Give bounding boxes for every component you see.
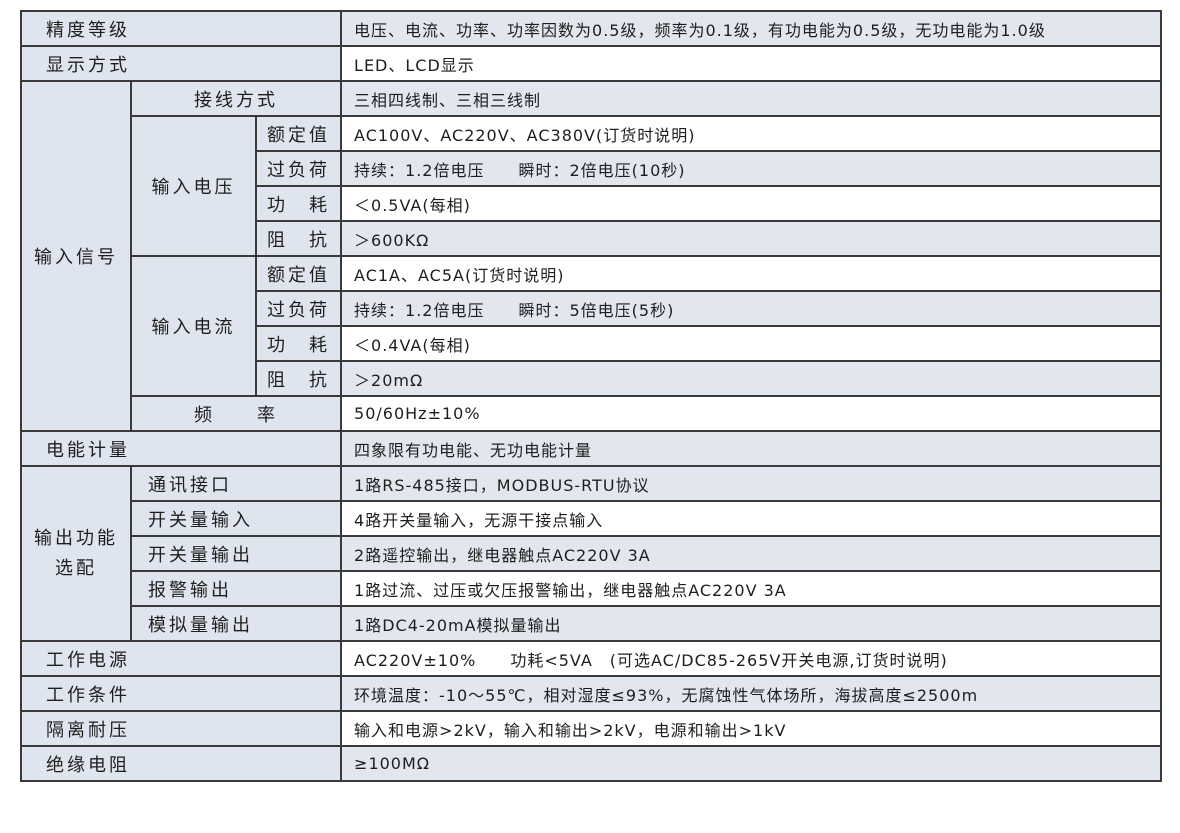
row-value: 持续：1.2倍电压 瞬时：5倍电压(5秒) <box>340 290 1162 327</box>
group-label-line2: 选配 <box>55 557 97 579</box>
table-row: 模拟量输出 1路DC4-20mA模拟量输出 <box>21 605 1162 642</box>
table-row: 频 率 50/60Hz±10% <box>21 395 1162 432</box>
group-input-current: 输入电流 <box>130 255 257 397</box>
row-label: 开关量输出 <box>129 535 343 572</box>
row-label: 接线方式 <box>129 80 343 117</box>
row-label: 电能计量 <box>19 430 343 467</box>
row-label: 过负荷 <box>254 290 343 327</box>
table-row: 输入信号 接线方式 三相四线制、三相三线制 <box>20 80 1162 432</box>
row-value: 四象限有功电能、无功电能计量 <box>340 430 1162 467</box>
table-row: 开关量输入 4路开关量输入，无源干接点输入 <box>21 500 1162 537</box>
row-value: ≥100MΩ <box>340 745 1162 782</box>
row-value: 4路开关量输入，无源干接点输入 <box>340 500 1162 537</box>
row-value: ＞20mΩ <box>340 360 1162 397</box>
row-label: 模拟量输出 <box>129 605 343 642</box>
table-row: 输出功能选配 通讯接口 1路RS-485接口，MODBUS-RTU协议 <box>20 465 1162 642</box>
row-label: 绝缘电阻 <box>19 745 343 782</box>
row-value: AC220V±10% 功耗<5VA (可选AC/DC85-265V开关电源,订货… <box>340 640 1162 677</box>
table-row: 输入电压 额定值 AC100V、AC220V、AC380V(订货时说明) <box>21 115 1162 257</box>
table-row: 报警输出 1路过流、过压或欠压报警输出，继电器触点AC220V 3A <box>21 570 1162 607</box>
row-value: LED、LCD显示 <box>340 45 1162 82</box>
table-row: 过负荷 持续：1.2倍电压 瞬时：2倍电压(10秒) <box>21 150 1162 187</box>
group-input-voltage: 输入电压 <box>130 115 257 257</box>
table-row: 精度等级 电压、电流、功率、功率因数为0.5级，频率为0.1级，有功电能为0.5级… <box>19 10 1162 47</box>
row-label: 精度等级 <box>19 10 343 47</box>
row-label: 开关量输入 <box>129 500 343 537</box>
row-label: 报警输出 <box>129 570 343 607</box>
row-value: 持续：1.2倍电压 瞬时：2倍电压(10秒) <box>340 150 1162 187</box>
row-value: 1路过流、过压或欠压报警输出，继电器触点AC220V 3A <box>340 570 1162 607</box>
row-label: 功 耗 <box>254 325 343 362</box>
table-row: 阻 抗＞600KΩ <box>21 220 1162 257</box>
row-value: 50/60Hz±10% <box>340 395 1162 432</box>
row-value: ＜0.5VA(每相) <box>340 185 1162 222</box>
row-label: 功 耗 <box>254 185 343 222</box>
table-row: 开关量输出 2路遥控输出，继电器触点AC220V 3A <box>21 535 1162 572</box>
spec-table: 精度等级 电压、电流、功率、功率因数为0.5级，频率为0.1级，有功电能为0.5级… <box>19 10 1162 782</box>
table-row: 功 耗＜0.4VA(每相) <box>21 325 1162 362</box>
group-input-signal: 输入信号 <box>20 80 132 432</box>
row-label: 工作条件 <box>19 675 343 712</box>
table-row: 输入电流 额定值 AC1A、AC5A(订货时说明) <box>21 255 1162 397</box>
row-label: 隔离耐压 <box>19 710 343 747</box>
table-row: 隔离耐压 输入和电源>2kV，输入和输出>2kV，电源和输出>1kV <box>19 710 1162 747</box>
row-value: 输入和电源>2kV，输入和输出>2kV，电源和输出>1kV <box>340 710 1162 747</box>
row-value: 1路RS-485接口，MODBUS-RTU协议 <box>340 465 1162 502</box>
row-label: 额定值 <box>254 255 343 292</box>
row-label: 额定值 <box>254 115 343 152</box>
row-label: 频 率 <box>129 395 343 432</box>
row-label: 阻 抗 <box>254 220 343 257</box>
row-value: 三相四线制、三相三线制 <box>340 80 1162 117</box>
row-value: AC1A、AC5A(订货时说明) <box>340 255 1162 292</box>
group-label-line1: 输出功能 <box>34 527 118 549</box>
row-value: ＞600KΩ <box>340 220 1162 257</box>
table-row: 绝缘电阻 ≥100MΩ <box>19 745 1162 782</box>
table-row: 过负荷 持续：1.2倍电压 瞬时：5倍电压(5秒) <box>21 290 1162 327</box>
row-value: AC100V、AC220V、AC380V(订货时说明) <box>340 115 1162 152</box>
row-value: 电压、电流、功率、功率因数为0.5级，频率为0.1级，有功电能为0.5级，无功电… <box>340 10 1162 47</box>
group-output-options: 输出功能 选配 <box>20 465 132 642</box>
table-row: 阻 抗＞20mΩ <box>21 360 1162 397</box>
row-label: 通讯接口 <box>129 465 343 502</box>
row-value: ＜0.4VA(每相) <box>340 325 1162 362</box>
table-row: 工作条件 环境温度：-10～55℃，相对湿度≤93%，无腐蚀性气体场所，海拔高度≤… <box>19 675 1162 712</box>
table-row: 工作电源 AC220V±10% 功耗<5VA (可选AC/DC85-265V开关电… <box>19 640 1162 677</box>
table-row: 电能计量 四象限有功电能、无功电能计量 <box>19 430 1162 467</box>
row-value: 1路DC4-20mA模拟量输出 <box>340 605 1162 642</box>
table-row: 显示方式 LED、LCD显示 <box>19 45 1162 82</box>
row-value: 环境温度：-10～55℃，相对湿度≤93%，无腐蚀性气体场所，海拔高度≤2500… <box>340 675 1162 712</box>
row-label: 阻 抗 <box>254 360 343 397</box>
row-label: 工作电源 <box>19 640 343 677</box>
row-label: 过负荷 <box>254 150 343 187</box>
table-row: 功 耗＜0.5VA(每相) <box>21 185 1162 222</box>
row-value: 2路遥控输出，继电器触点AC220V 3A <box>340 535 1162 572</box>
row-label: 显示方式 <box>19 45 343 82</box>
